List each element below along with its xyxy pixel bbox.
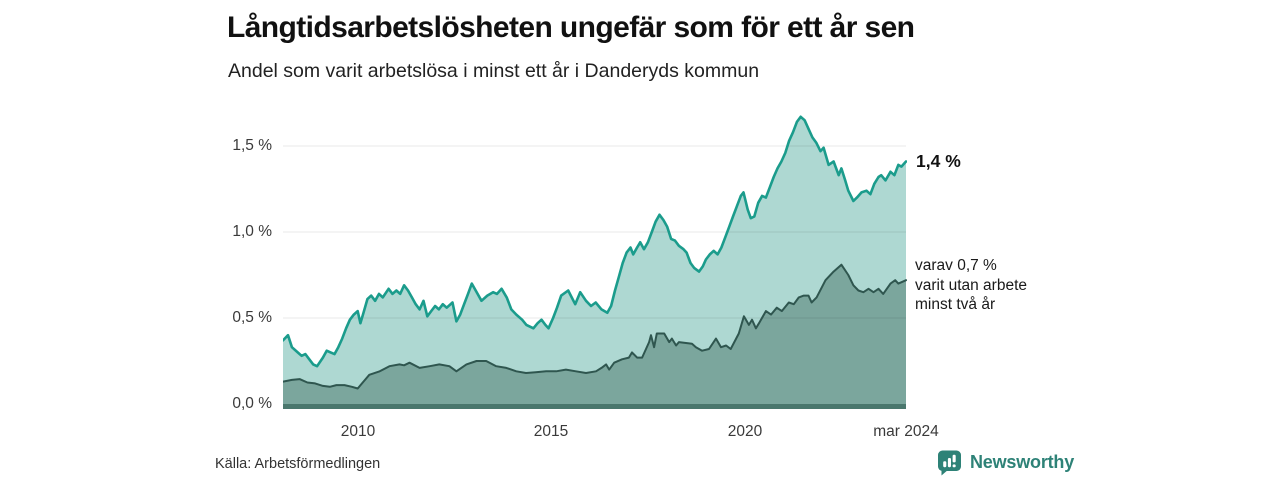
annotation-line-3: minst två år bbox=[915, 296, 996, 313]
y-tick-label-1-5: 1,5 % bbox=[232, 137, 272, 154]
x-axis-line bbox=[283, 404, 906, 409]
series-line-1 bbox=[283, 263, 907, 390]
newsworthy-wordmark: Newsworthy bbox=[970, 452, 1075, 472]
series-area-1 bbox=[283, 264, 906, 404]
source-credit: Källa: Arbetsförmedlingen bbox=[215, 456, 381, 472]
x-tick-label-2010: 2010 bbox=[340, 423, 376, 440]
latest-value-label: 1,4 % bbox=[916, 151, 961, 171]
page-title: Långtidsarbetslösheten ungefär som för e… bbox=[227, 11, 915, 44]
newsworthy-logo-icon bbox=[938, 450, 961, 476]
y-tick-label-0-0: 0,0 % bbox=[232, 395, 272, 412]
annotation-line-2: varit utan arbete bbox=[915, 276, 1028, 294]
x-tick-label-2015: 2015 bbox=[533, 423, 569, 440]
area-chart-plot bbox=[283, 115, 907, 409]
newsworthy-branding: Newsworthy bbox=[936, 449, 1074, 476]
y-tick-label-1-0: 1,0 % bbox=[232, 223, 272, 240]
chart-subtitle: Andel som varit arbetslösa i minst ett å… bbox=[228, 60, 760, 82]
x-tick-label-mar-2024: mar 2024 bbox=[873, 423, 939, 440]
series-line-0 bbox=[283, 115, 907, 368]
x-tick-label-2020: 2020 bbox=[727, 423, 763, 440]
y-tick-label-0-5: 0,5 % bbox=[232, 309, 272, 326]
secondary-series-annotation: varav 0,7 % varit utan arbete minst två … bbox=[915, 256, 1027, 315]
annotation-line-1: varav 0,7 % bbox=[915, 257, 997, 274]
